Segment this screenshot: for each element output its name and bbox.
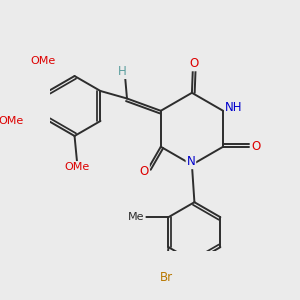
Text: OMe: OMe [30,56,55,66]
Text: O: O [189,57,199,70]
Text: OMe: OMe [0,116,23,126]
Text: N: N [187,155,195,168]
Text: NH: NH [225,101,243,114]
Text: O: O [251,140,261,153]
Text: Br: Br [159,271,172,284]
Text: Me: Me [128,212,145,222]
Text: H: H [118,65,127,78]
Text: O: O [140,165,149,178]
Text: OMe: OMe [64,162,90,172]
